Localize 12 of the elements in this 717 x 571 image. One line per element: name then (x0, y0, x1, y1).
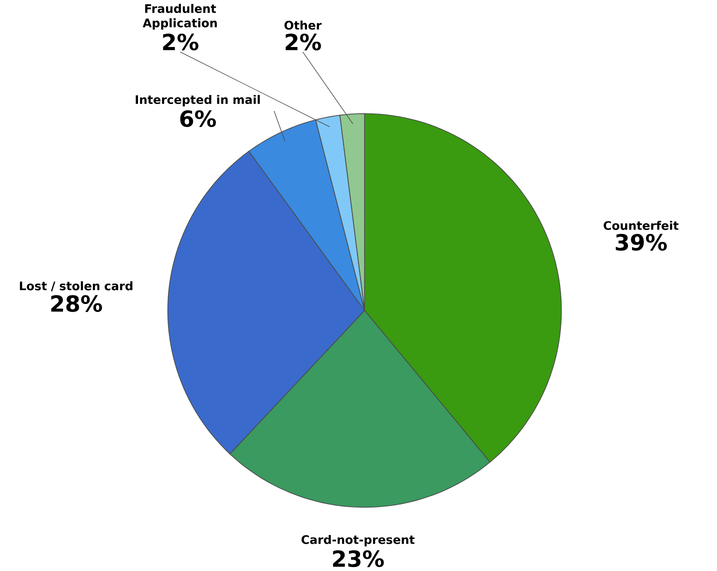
data-label: 6% (180, 110, 216, 128)
slice-label: Lost / stolen card (20, 281, 132, 292)
slice-label: Other (284, 20, 322, 30)
slice-label: Counterfeit (604, 220, 678, 230)
data-label: 2% (286, 34, 321, 50)
data-label: 2% (163, 34, 198, 50)
data-label: 39% (616, 234, 667, 251)
data-label: 23% (333, 550, 384, 568)
data-label: 28% (51, 295, 102, 312)
slice-label: Card-not-present (302, 534, 415, 546)
slice-label: Fraudulent Application (142, 4, 217, 30)
slice-label: Intercepted in mail (136, 94, 260, 106)
